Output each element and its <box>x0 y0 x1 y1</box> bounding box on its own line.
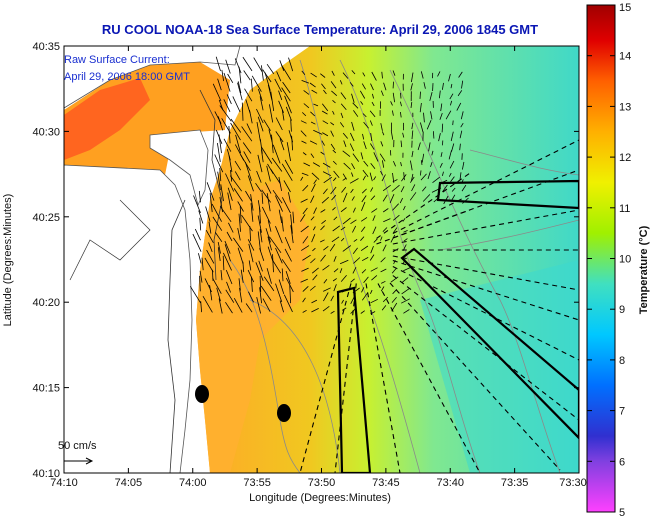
survey-box-southeast <box>400 247 579 440</box>
colorbar-label: Temperature (°C) <box>638 225 650 314</box>
land-new-jersey <box>64 164 193 473</box>
colorbar-ticks: 15 14 13 12 11 10 9 8 7 6 5 <box>587 2 631 519</box>
colorbar-tick-label: 5 <box>619 507 625 519</box>
x-tick-label: 73:45 <box>372 477 400 489</box>
station-marker-east <box>277 404 291 422</box>
x-tick-label: 73:40 <box>436 477 464 489</box>
scale-label: 50 cm/s <box>58 440 97 452</box>
survey-box-south <box>336 286 372 473</box>
colorbar-tick-label: 7 <box>619 406 625 418</box>
cool-offshore-water <box>420 260 579 473</box>
colorbar-tick-label: 14 <box>619 51 631 63</box>
survey-boxes <box>336 179 579 473</box>
x-tick-label: 74:00 <box>179 477 207 489</box>
colorbar-tick-label: 8 <box>619 355 625 367</box>
legend-line-2: April 29, 2006 18:00 GMT <box>64 71 190 83</box>
colorbar-tick-label: 6 <box>619 456 625 468</box>
legend-line-1: Raw Surface Current: <box>64 54 170 66</box>
hot-bay-water <box>64 78 150 160</box>
map-title: RU COOL NOAA-18 Sea Surface Temperature:… <box>101 22 539 37</box>
colorbar-tick-label: 15 <box>619 2 631 14</box>
colorbar-tick-label: 12 <box>619 152 631 164</box>
y-axis-label: Latitude (Degrees:Minutes) <box>2 194 14 327</box>
x-tick-label: 73:30 <box>559 477 587 489</box>
y-tick-label: 40:30 <box>32 126 60 138</box>
x-tick-label: 74:05 <box>115 477 143 489</box>
latitude-ticks: 40:35 40:30 40:25 40:20 40:15 40:10 <box>32 41 579 480</box>
land-sandy-hook <box>149 129 209 207</box>
x-tick-label: 73:35 <box>501 477 529 489</box>
bathymetry-contours <box>229 59 579 473</box>
y-tick-label: 40:25 <box>32 212 60 224</box>
colorbar-tick-label: 11 <box>619 203 630 215</box>
colorbar-tick-label: 10 <box>619 254 631 266</box>
station-marker-west <box>195 385 209 403</box>
scale-arrow <box>64 457 94 465</box>
x-axis-label: Longitude (Degrees:Minutes) <box>249 492 391 504</box>
map-plot-area <box>64 46 579 473</box>
colorbar-tick-label: 9 <box>619 304 625 316</box>
surface-current-vectors <box>189 56 469 315</box>
longitude-ticks: 74:10 74:05 74:00 73:55 73:50 73:45 73:40 73:35… <box>50 46 587 489</box>
x-tick-label: 73:50 <box>308 477 336 489</box>
y-tick-label: 40:20 <box>32 297 60 309</box>
y-tick-label: 40:15 <box>32 383 60 395</box>
colorbar-tick-label: 13 <box>619 101 631 113</box>
warm-coastal-water <box>196 180 310 473</box>
y-tick-label: 40:35 <box>32 41 60 53</box>
hf-radar-radial-lines <box>299 139 579 473</box>
x-tick-label: 73:55 <box>243 477 271 489</box>
land-north-shore <box>64 46 241 109</box>
survey-box-east <box>436 179 579 210</box>
y-tick-label: 40:10 <box>32 468 60 480</box>
x-tick-label: 74:10 <box>50 477 78 489</box>
